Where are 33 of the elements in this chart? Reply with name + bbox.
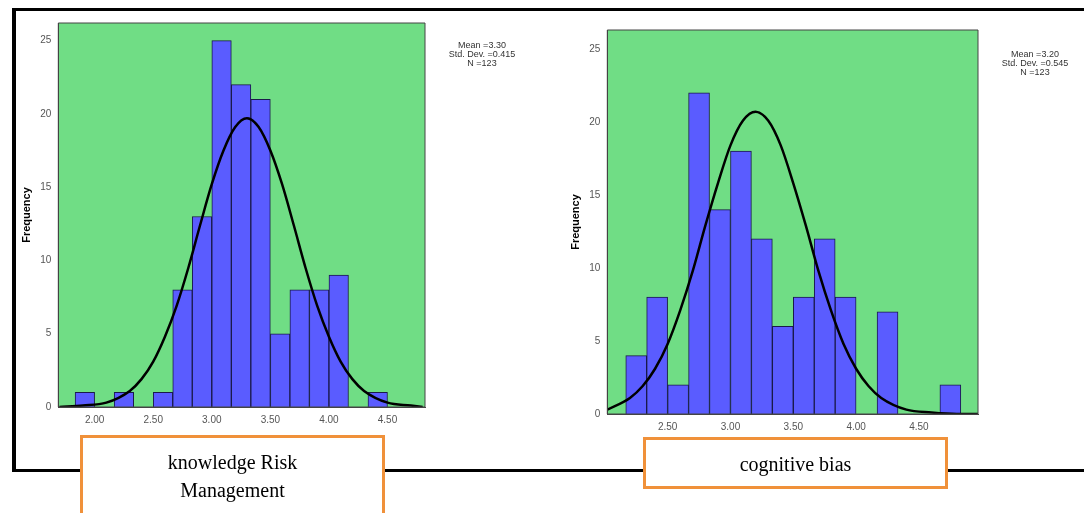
x-tick-label: 2.50	[657, 420, 678, 432]
x-tick-label: 3.00	[720, 420, 741, 432]
y-tick-label: 0	[45, 400, 52, 412]
y-tick-label: 25	[40, 34, 52, 46]
x-tick-label: 3.50	[260, 413, 281, 425]
x-tick-label: 4.00	[846, 420, 867, 432]
text: N =123	[467, 58, 497, 68]
y-axis-title: Frequency	[19, 186, 32, 243]
x-tick-label: 2.50	[143, 413, 164, 425]
y-tick-label: 10	[589, 261, 601, 273]
y-tick-label: 20	[40, 107, 52, 119]
text: Mean =3.20	[1011, 49, 1059, 59]
y-tick-label: 10	[40, 254, 52, 266]
text: Std. Dev. =0.415	[448, 49, 516, 59]
y-tick-label: 15	[589, 188, 601, 200]
text: Std. Dev. =0.545	[1001, 58, 1069, 68]
y-tick-label: 0	[594, 407, 601, 419]
x-tick-label: 4.50	[377, 413, 398, 425]
x-axis-title: knowledge Risk Management	[166, 450, 299, 504]
y-tick-label: 5	[45, 327, 52, 339]
text: N =123	[1020, 67, 1050, 77]
text: Mean =3.30	[458, 40, 506, 50]
y-tick-label: 15	[40, 180, 52, 192]
y-tick-label: 20	[589, 115, 601, 127]
x-tick-label: 4.00	[319, 413, 340, 425]
x-axis-title: cognitive bias	[739, 452, 852, 478]
x-tick-label: 3.50	[783, 420, 804, 432]
y-tick-label: 5	[594, 334, 601, 346]
x-tick-label: 3.00	[202, 413, 222, 425]
x-tick-label: 4.50	[909, 420, 930, 432]
x-tick-label: 2.00	[84, 413, 105, 425]
y-tick-label: 25	[589, 42, 601, 54]
y-axis-title: Frequency	[568, 193, 581, 250]
